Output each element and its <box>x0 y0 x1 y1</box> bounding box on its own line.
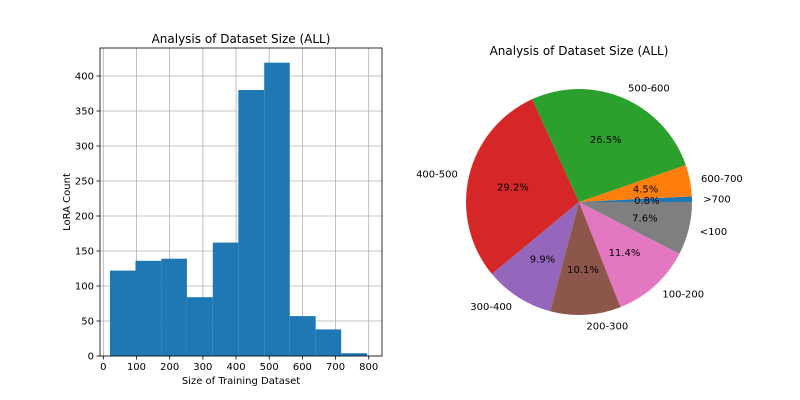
histogram-bars <box>109 62 368 356</box>
histogram-y-tick-label: 0 <box>88 352 94 363</box>
pie-slice-500-600 <box>532 88 686 202</box>
histogram-y-tick-label: 100 <box>75 282 94 293</box>
pie-chart: Analysis of Dataset Size (ALL) >700 0.8% 6… <box>416 44 743 333</box>
histogram-chart: Analysis of Dataset Size (ALL) 0 100 200 30… <box>62 32 383 387</box>
pie-slice-300-400 <box>491 202 579 312</box>
pie-slice-label: 400-500 <box>416 170 458 181</box>
pie-slice-600-700 <box>579 165 692 202</box>
pie-percent-label: 7.6% <box>632 214 657 225</box>
pie-slice-100-200 <box>579 202 680 308</box>
histogram-y-tick-label: 400 <box>75 72 94 83</box>
pie-labels: >700 0.8% 600-700 4.5% 500-600 26.5% 400-500 29… <box>416 83 743 332</box>
pie-percent-label: 10.1% <box>567 265 599 276</box>
pie-slice-label: 100-200 <box>662 290 704 301</box>
histogram-bar-6 <box>264 62 290 356</box>
histogram-y-tick-label: 50 <box>81 317 94 328</box>
pie-percent-label: 0.8% <box>634 196 659 207</box>
pie-percent-label: 29.2% <box>497 182 529 193</box>
histogram-y-tick-label: 350 <box>75 107 94 118</box>
histogram-x-tick-label: 600 <box>293 362 312 373</box>
pie-slice-200-300 <box>550 202 621 315</box>
pie-slice-label: 600-700 <box>701 174 743 185</box>
histogram-y-tick-label: 150 <box>75 247 94 258</box>
pie-percent-label: 4.5% <box>633 185 658 196</box>
histogram-x-tick-label: 700 <box>326 362 345 373</box>
histogram-y-tick-label: 200 <box>75 212 94 223</box>
histogram-y-ticks: 0 50 100 150 200 250 300 350 400 <box>75 72 100 363</box>
pie-slice-400-500 <box>465 99 579 275</box>
pie-percent-label: 26.5% <box>590 135 622 146</box>
histogram-bar-8 <box>315 329 342 356</box>
histogram-x-tick-label: 200 <box>160 362 179 373</box>
pie-title: Analysis of Dataset Size (ALL) <box>490 44 669 58</box>
pie-slice--700 <box>579 196 692 202</box>
histogram-y-tick-label: 250 <box>75 177 94 188</box>
histogram-bar-4 <box>212 242 239 356</box>
pie-slice-label: 200-300 <box>586 322 628 333</box>
pie-slice-label: 500-600 <box>628 83 670 94</box>
histogram-x-tick-label: 400 <box>226 362 245 373</box>
histogram-bar-0 <box>109 270 136 356</box>
histogram-title: Analysis of Dataset Size (ALL) <box>152 32 331 46</box>
histogram-x-tick-label: 0 <box>100 362 106 373</box>
histogram-y-tick-label: 300 <box>75 142 94 153</box>
histogram-x-tick-label: 500 <box>260 362 279 373</box>
histogram-bar-1 <box>135 260 162 356</box>
histogram-x-tick-label: 800 <box>359 362 378 373</box>
pie-percent-label: 11.4% <box>609 248 641 259</box>
histogram-axes-frame <box>99 47 383 357</box>
histogram-bar-3 <box>186 297 213 356</box>
histogram-bar-2 <box>161 258 187 356</box>
histogram-y-axis-label: LoRA Count <box>62 173 73 231</box>
histogram-bar-9 <box>341 353 368 356</box>
pie-slice--100 <box>579 202 692 254</box>
histogram-x-tick-label: 100 <box>127 362 146 373</box>
histogram-bar-7 <box>289 316 316 356</box>
histogram-x-tick-label: 300 <box>193 362 212 373</box>
pie-slice-label: >700 <box>703 194 730 205</box>
pie-slice-label: <100 <box>700 227 727 238</box>
histogram-bar-5 <box>238 90 265 356</box>
histogram-x-ticks: 0 100 200 300 400 500 600 700 800 <box>100 356 378 373</box>
pie-percent-label: 9.9% <box>530 255 555 266</box>
pie-slice-label: 300-400 <box>470 302 512 313</box>
pie-slices <box>465 88 692 315</box>
histogram-x-axis-label: Size of Training Dataset <box>182 376 300 387</box>
